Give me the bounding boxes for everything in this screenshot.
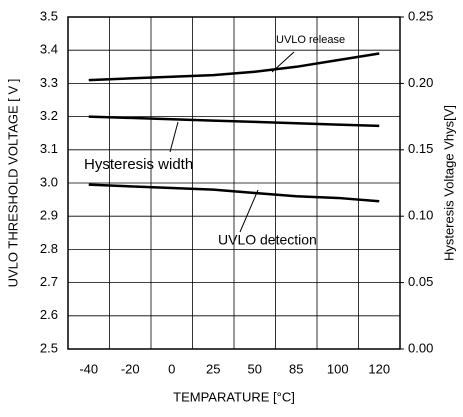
x-tick-label: -20 xyxy=(121,361,140,376)
y-tick-label: 2.6 xyxy=(40,307,58,322)
y2-tick-label: 0.25 xyxy=(408,8,433,23)
x-tick-label: 120 xyxy=(368,361,390,376)
x-tick-label: -40 xyxy=(79,361,98,376)
annotation: UVLO release xyxy=(276,34,345,46)
x-tick-label: 25 xyxy=(206,361,220,376)
y-tick-label: 3.3 xyxy=(40,75,58,90)
series-line xyxy=(88,183,380,203)
pointer xyxy=(169,121,179,153)
x-tick-label: 50 xyxy=(248,361,262,376)
x-tick-label: 100 xyxy=(327,361,349,376)
series-line xyxy=(88,115,380,128)
y-tick-label: 2.5 xyxy=(40,340,58,355)
y-tick-label: 2.8 xyxy=(40,241,58,256)
annotation: UVLO detection xyxy=(218,232,317,248)
y2-tick-label: 0.00 xyxy=(408,340,433,355)
y2-axis-title: Hysteresis Voltage Vhys[V] xyxy=(441,105,456,261)
y-tick-label: 2.7 xyxy=(40,274,58,289)
y2-tick-label: 0.15 xyxy=(408,141,433,156)
y-tick-label: 3.4 xyxy=(40,42,58,57)
plot-frame xyxy=(67,16,401,350)
y2-tick-label: 0.20 xyxy=(408,75,433,90)
series-line xyxy=(88,52,380,82)
x-tick-label: 85 xyxy=(289,361,303,376)
y-tick-label: 2.9 xyxy=(40,208,58,223)
pointer xyxy=(239,189,259,233)
y-tick-label: 3.0 xyxy=(40,174,58,189)
y-axis-title: UVLO THRESHOLD VOLTAGE [ V ] xyxy=(5,79,20,288)
y-tick-label: 3.1 xyxy=(40,141,58,156)
y2-tick-label: 0.10 xyxy=(408,208,433,223)
x-tick-label: 0 xyxy=(168,361,175,376)
x-axis-title: TEMPARATURE [°C] xyxy=(173,389,295,404)
y-tick-label: 3.5 xyxy=(40,8,58,23)
y-tick-label: 3.2 xyxy=(40,108,58,123)
y2-tick-label: 0.05 xyxy=(408,274,433,289)
annotation: Hysteresis width xyxy=(84,156,193,173)
